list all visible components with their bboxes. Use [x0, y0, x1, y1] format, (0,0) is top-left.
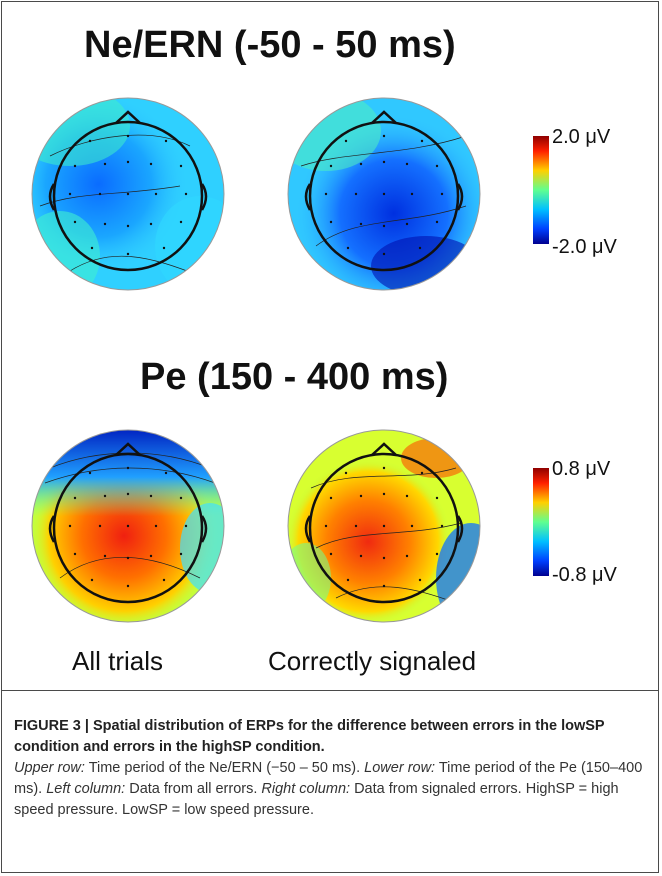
caption-divider — [1, 690, 659, 691]
caption-right-column-text: Data from signaled errors. HighSP = high… — [14, 781, 619, 818]
bottom-scale-min-label: -0.8 μV — [552, 564, 617, 586]
top-scale-max-label: 2.0 μV — [552, 126, 611, 148]
bottom-scale-max-label: 0.8 μV — [552, 458, 611, 480]
topomap-pe-all-trials — [31, 429, 225, 623]
caption-upper-row-label: Upper row: — [14, 760, 85, 776]
colorbar-top — [533, 136, 549, 244]
topomap-ne-ern-correctly-signaled — [287, 97, 481, 291]
column-label-all-trials: All trials — [72, 646, 164, 676]
caption-lower-row-label: Lower row: — [364, 760, 436, 776]
top-row-title: Ne/ERN (-50 - 50 ms) — [84, 24, 456, 66]
caption-right-column-label: Right column: — [261, 781, 351, 797]
caption-upper-row-text: Time period of the Ne/ERN (−50 – 50 ms). — [84, 760, 365, 776]
top-scale-min-label: -2.0 μV — [552, 236, 617, 258]
colorbar-bottom — [533, 468, 549, 576]
column-label-correctly-signaled: Correctly signaled — [268, 646, 477, 676]
caption-left-column-label: Left column: — [46, 781, 126, 797]
bottom-row-title: Pe (150 - 400 ms) — [140, 356, 449, 398]
topomap-ne-ern-all-trials — [31, 97, 225, 291]
caption-lower-row-text: Time period of the Pe (150–400 ms). — [14, 760, 643, 797]
figure-caption: FIGURE 3 | Spatial distribution of ERPs … — [14, 716, 650, 821]
caption-left-column-text: Data from all errors. — [125, 781, 262, 797]
topomap-pe-correctly-signaled — [287, 429, 481, 623]
caption-figure-label: FIGURE 3 | Spatial distribution of ERPs … — [14, 718, 605, 755]
